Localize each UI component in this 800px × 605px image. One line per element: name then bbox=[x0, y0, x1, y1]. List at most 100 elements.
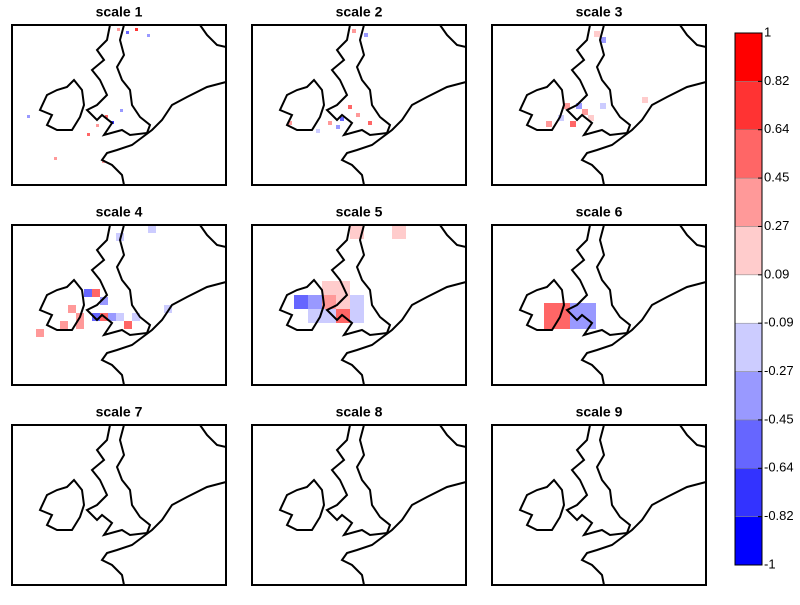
colorbar-segment bbox=[734, 129, 763, 179]
cell bbox=[322, 295, 336, 309]
cell bbox=[364, 33, 368, 37]
cell bbox=[546, 121, 552, 127]
colorbar-label: -0.82 bbox=[764, 508, 794, 523]
cell bbox=[116, 313, 124, 321]
colorbar-label: 0.09 bbox=[764, 266, 789, 281]
cell bbox=[316, 129, 320, 133]
panel-title: scale 4 bbox=[96, 204, 143, 220]
cell bbox=[348, 105, 352, 109]
panel-frame bbox=[251, 224, 467, 386]
cell bbox=[148, 225, 156, 233]
coastline bbox=[39, 24, 227, 186]
panel-title: scale 8 bbox=[336, 404, 383, 420]
cell bbox=[350, 309, 364, 323]
colorbar-segment bbox=[734, 371, 763, 421]
map-panel bbox=[11, 224, 227, 386]
colorbar-segment bbox=[734, 177, 763, 227]
cell bbox=[27, 115, 30, 118]
colorbar-label: 1 bbox=[764, 24, 771, 39]
cell bbox=[36, 329, 44, 337]
cell bbox=[132, 313, 140, 321]
coastline bbox=[279, 24, 467, 186]
colorbar-label: 0.64 bbox=[764, 121, 789, 136]
cell bbox=[322, 309, 336, 323]
panel-title: scale 5 bbox=[336, 204, 383, 220]
colorbar-label: 0.82 bbox=[764, 73, 789, 88]
panel-frame bbox=[11, 224, 227, 386]
coastline bbox=[279, 424, 467, 586]
colorbar-label: -0.09 bbox=[764, 315, 794, 330]
cell bbox=[594, 31, 600, 37]
cell bbox=[308, 295, 322, 309]
colorbar-segment bbox=[734, 274, 763, 324]
map-panel bbox=[251, 424, 467, 586]
cell bbox=[582, 109, 588, 115]
panel-frame bbox=[11, 424, 227, 586]
cell bbox=[147, 34, 150, 37]
panel-frame bbox=[491, 224, 707, 386]
cell bbox=[336, 125, 340, 129]
cell bbox=[392, 225, 406, 239]
panel-frame bbox=[251, 424, 467, 586]
panel-title: scale 1 bbox=[96, 4, 143, 20]
cell bbox=[340, 117, 344, 121]
cell bbox=[350, 295, 364, 309]
panel-frame bbox=[251, 24, 467, 186]
colorbar-segment bbox=[734, 32, 763, 82]
cell bbox=[558, 115, 564, 121]
coastline bbox=[519, 424, 707, 586]
colorbar-label: -0.27 bbox=[764, 363, 794, 378]
panel-title: scale 2 bbox=[336, 4, 383, 20]
colorbar-label: -0.45 bbox=[764, 411, 794, 426]
panel-frame bbox=[11, 24, 227, 186]
cell bbox=[100, 297, 108, 305]
colorbar-segment bbox=[734, 81, 763, 130]
colorbar-label: -1 bbox=[764, 556, 776, 571]
cell bbox=[600, 37, 606, 43]
cell bbox=[570, 121, 576, 127]
colorbar-segment bbox=[734, 468, 763, 517]
colorbar-label: 0.45 bbox=[764, 170, 789, 185]
cell bbox=[356, 113, 360, 117]
cell bbox=[120, 109, 123, 112]
colorbar-segment bbox=[734, 322, 763, 372]
cell bbox=[600, 103, 606, 109]
map-panel bbox=[251, 224, 467, 386]
cell bbox=[108, 313, 116, 321]
cell bbox=[642, 97, 648, 103]
panel-title: scale 7 bbox=[96, 404, 143, 420]
panel-frame bbox=[491, 424, 707, 586]
map-panel bbox=[251, 24, 467, 186]
cell bbox=[92, 313, 100, 321]
coastline bbox=[39, 424, 227, 586]
cell bbox=[328, 121, 332, 125]
cell bbox=[117, 28, 120, 31]
cell bbox=[322, 281, 336, 295]
colorbar-frame bbox=[734, 32, 763, 566]
cell bbox=[105, 115, 108, 118]
cell bbox=[76, 321, 84, 329]
cell bbox=[288, 121, 292, 125]
map-panel bbox=[491, 424, 707, 586]
colorbar-label: 0.27 bbox=[764, 218, 789, 233]
cell bbox=[352, 29, 356, 33]
map-panel bbox=[491, 224, 707, 386]
coastline bbox=[519, 24, 707, 186]
cell bbox=[544, 303, 570, 329]
cell bbox=[87, 133, 90, 136]
panel-title: scale 9 bbox=[576, 404, 623, 420]
coastline bbox=[39, 224, 227, 386]
map-panel bbox=[11, 424, 227, 586]
cell bbox=[368, 121, 372, 125]
cell bbox=[336, 295, 350, 309]
cell bbox=[54, 157, 57, 160]
cell bbox=[294, 295, 308, 309]
colorbar-segment bbox=[734, 419, 763, 469]
cell bbox=[588, 115, 594, 121]
cell bbox=[60, 321, 68, 329]
cell bbox=[576, 103, 582, 109]
cell bbox=[84, 289, 92, 297]
map-panel bbox=[491, 24, 707, 186]
colorbar-segment bbox=[734, 516, 763, 566]
